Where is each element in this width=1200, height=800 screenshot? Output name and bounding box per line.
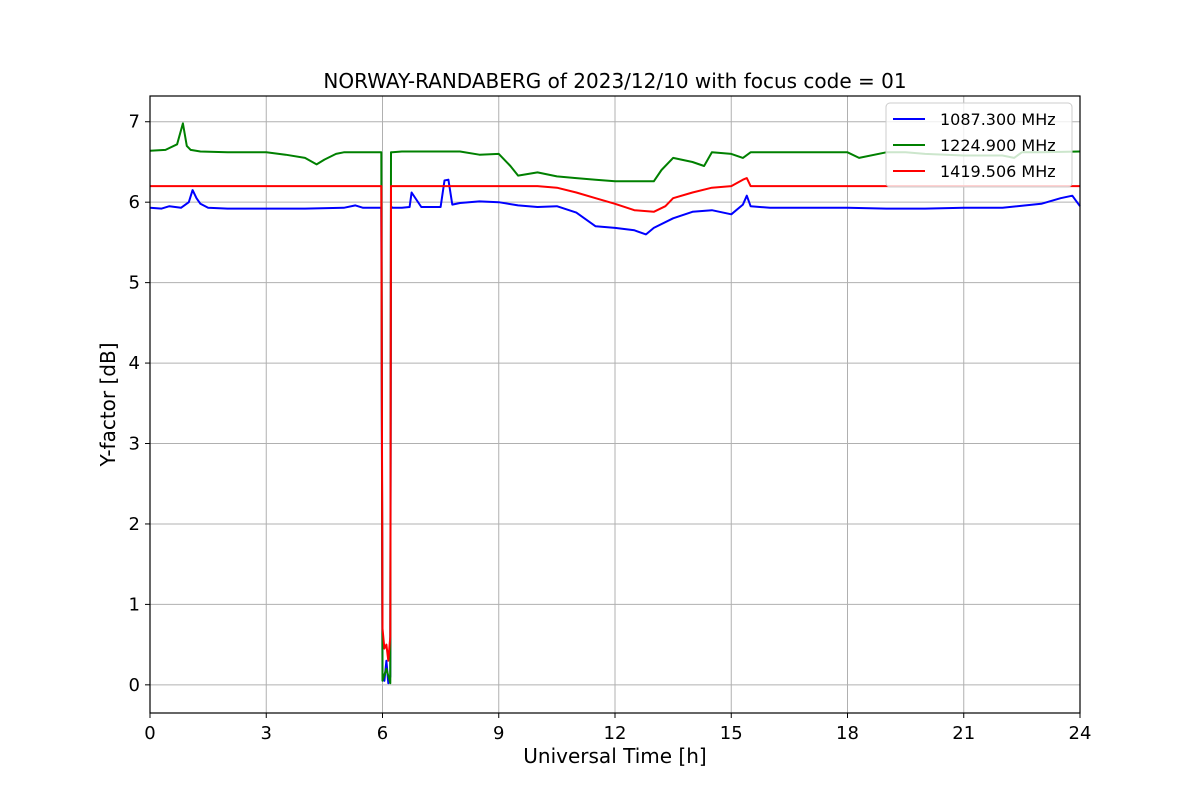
legend-label-3: 1419.506 MHz	[940, 162, 1056, 181]
y-tick-label: 0	[129, 675, 140, 696]
series-layer	[149, 122, 1081, 685]
legend: 1087.300 MHz 1224.900 MHz 1419.506 MHz	[885, 102, 1073, 188]
x-tick-label: 18	[836, 723, 859, 744]
y-tick-label: 2	[129, 514, 140, 535]
legend-label-1: 1087.300 MHz	[940, 110, 1056, 129]
series-line-2	[149, 122, 1081, 685]
y-axis-label: Y-factor [dB]	[96, 342, 120, 467]
y-tick-label: 4	[129, 353, 140, 374]
x-tick-label: 0	[144, 723, 155, 744]
legend-box	[885, 102, 1073, 188]
series-line-1	[149, 178, 1081, 685]
x-tick-label: 9	[493, 723, 504, 744]
y-tick-label: 3	[129, 434, 140, 455]
y-tick-label: 5	[129, 273, 140, 294]
x-tick-label: 12	[604, 723, 627, 744]
legend-label-2: 1224.900 MHz	[940, 136, 1056, 155]
x-tick-label: 6	[377, 723, 388, 744]
x-tick-label: 15	[720, 723, 743, 744]
x-tick-label: 24	[1069, 723, 1092, 744]
x-axis-label: Universal Time [h]	[523, 744, 706, 768]
series-line-3	[150, 177, 1080, 662]
y-tick-label: 1	[129, 594, 140, 615]
y-tick-label: 7	[129, 112, 140, 133]
x-tick-label: 21	[952, 723, 975, 744]
y-tick-label: 6	[129, 192, 140, 213]
x-tick-label: 3	[261, 723, 272, 744]
plot-area-frame	[149, 95, 1081, 714]
chart-title: NORWAY-RANDABERG of 2023/12/10 with focu…	[323, 69, 906, 93]
grid	[149, 96, 1081, 713]
